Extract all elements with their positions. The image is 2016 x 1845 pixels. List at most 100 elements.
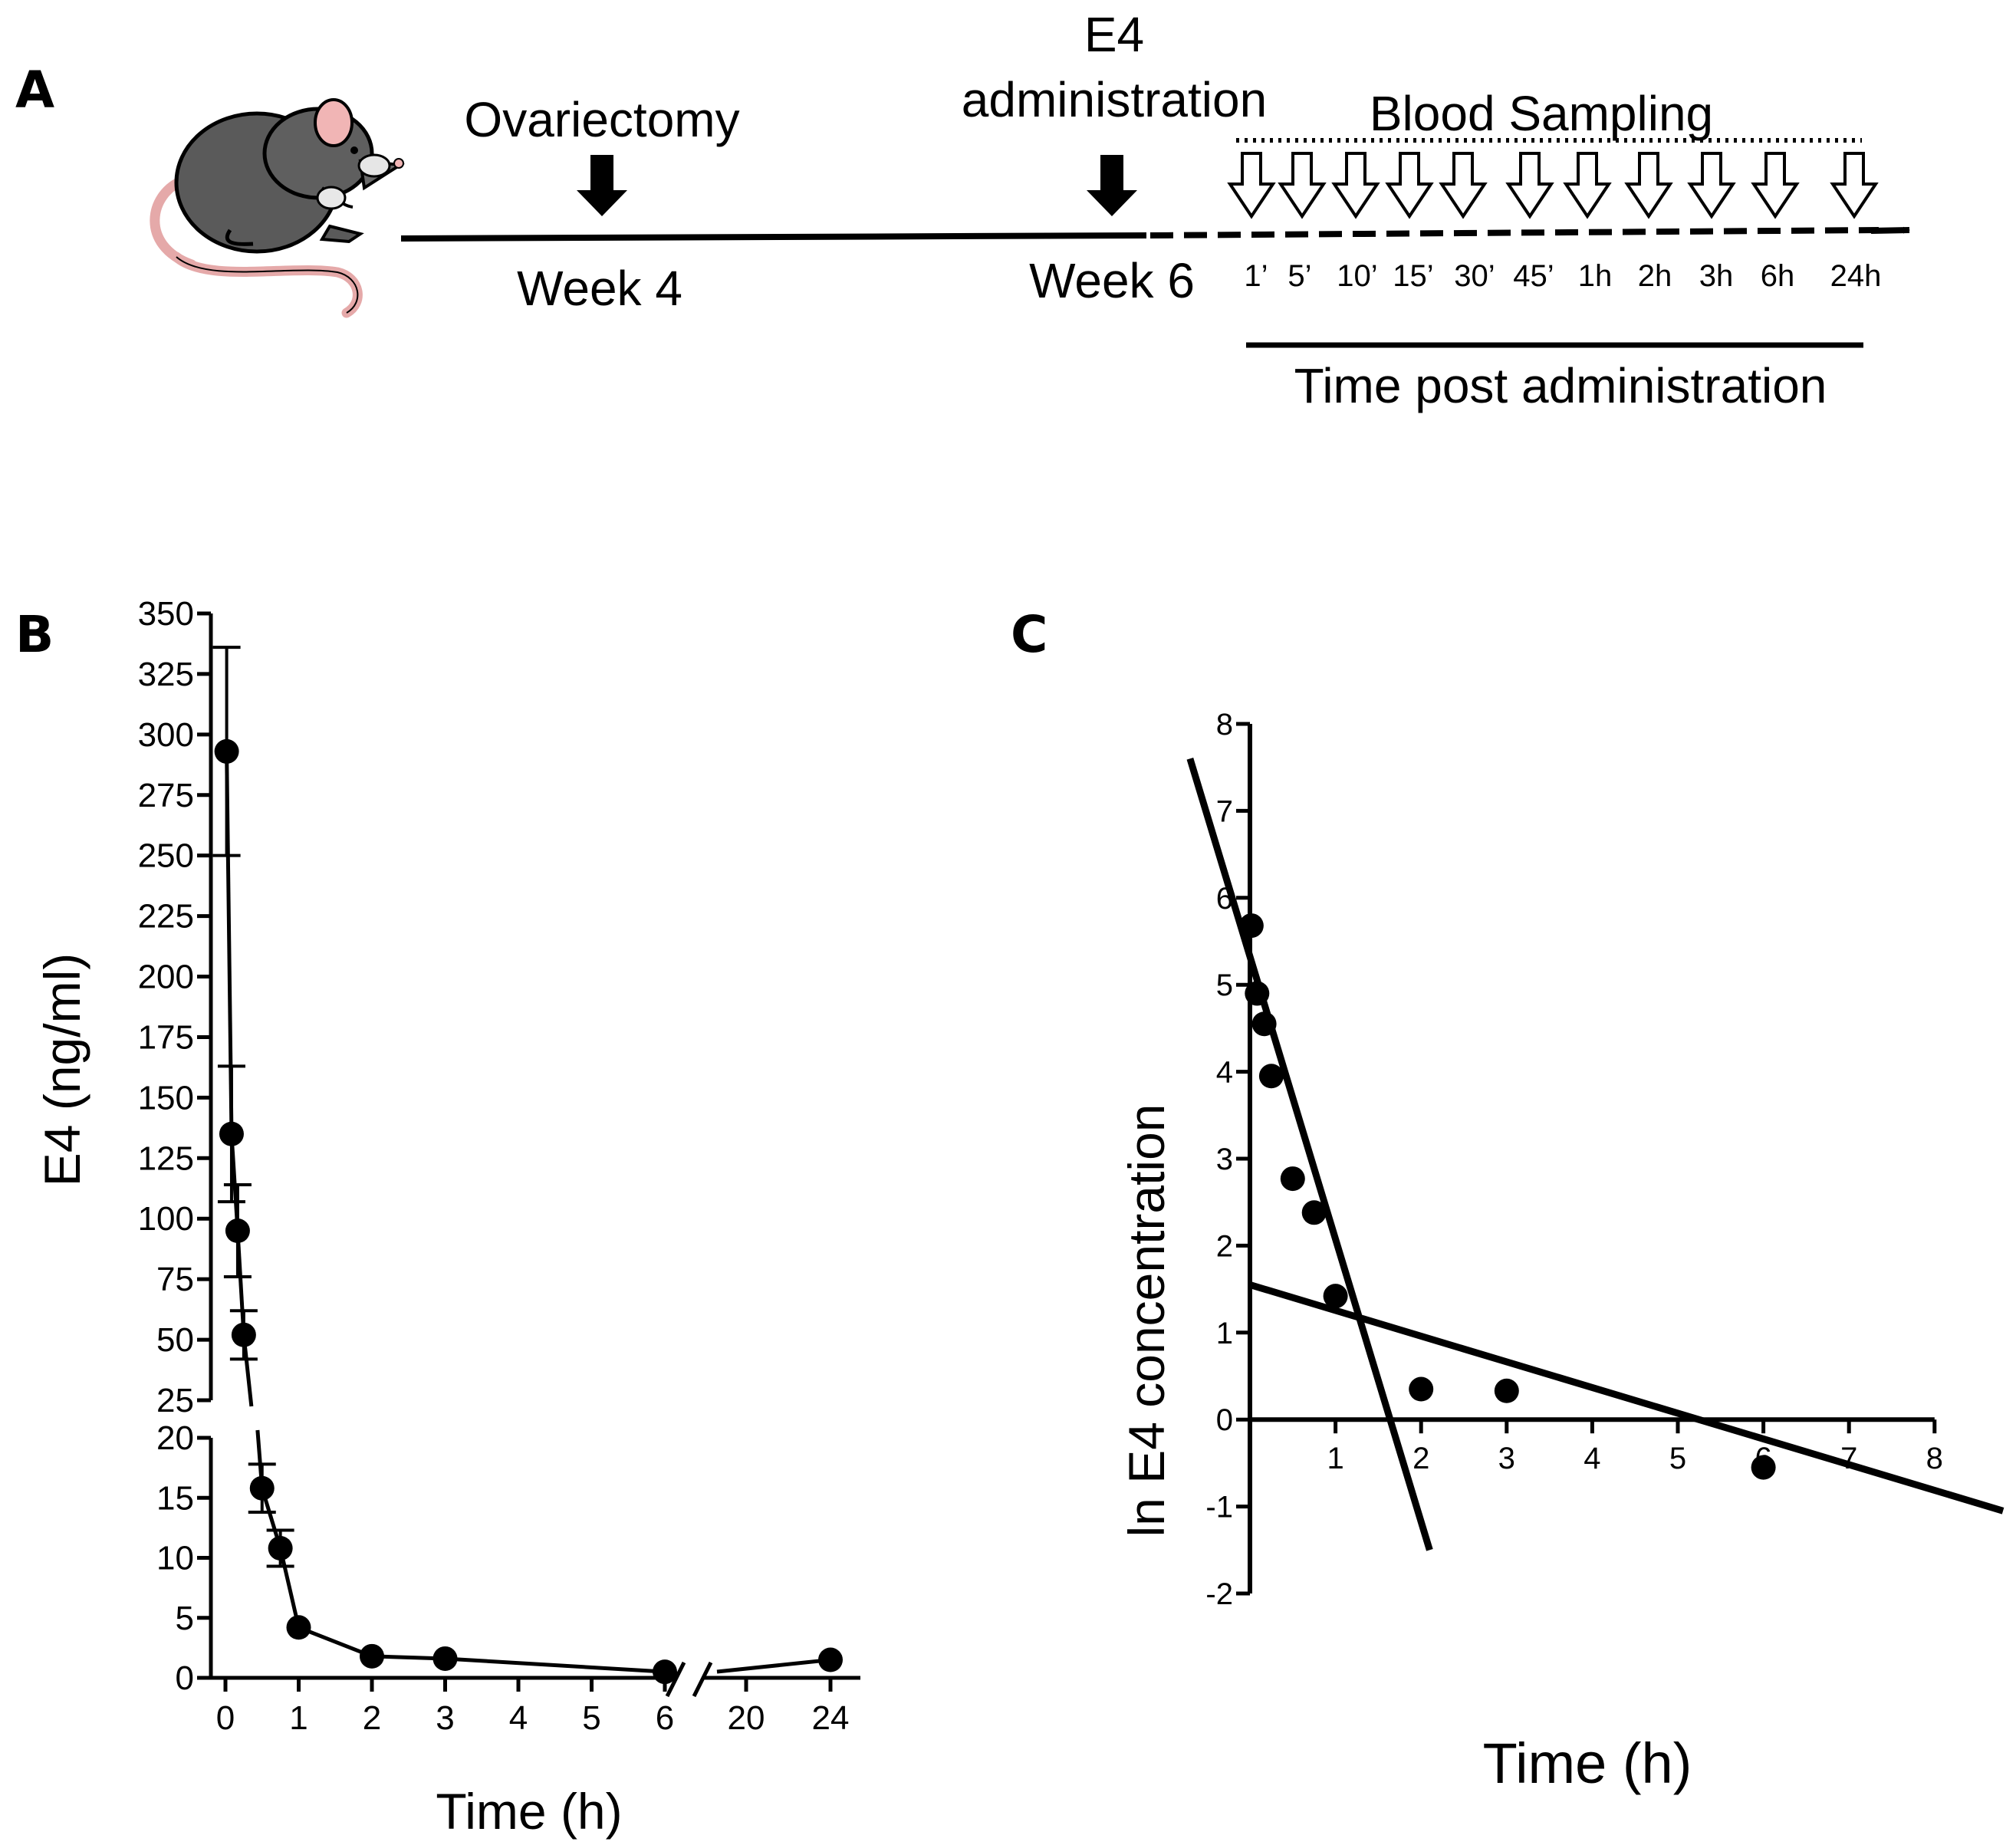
chart-b-x-axis-title: Time (h) [436,1783,622,1840]
chart-c-data-point [1409,1376,1434,1402]
panel-label-b: B [15,605,54,664]
sample-time-label: 1’ [1244,259,1268,293]
sample-arrow-icon [1331,152,1380,219]
sample-time-label: 1h [1578,259,1613,293]
chart-c-y-tick-label: 5 [1216,969,1233,1002]
administration-arrow-icon [1087,155,1137,216]
panel-c: C ln E4 concentration Time (h) -2 -1 0 1 2 3 4… [1011,605,2004,1795]
chart-b-axes [209,613,860,1698]
sample-time-label: 10’ [1337,259,1377,293]
chart-b-y-tick-label: 125 [138,1140,194,1177]
chart-b-line-segment [445,1656,666,1674]
chart-b-y-axis-title: E4 (ng/ml) [34,953,90,1186]
chart-c-x-axis-title: Time (h) [1483,1732,1692,1795]
chart-b-data-point [286,1615,311,1640]
chart-b-y-tick-label: 5 [176,1600,194,1637]
chart-b-y-tick-label: 0 [176,1659,194,1697]
chart-b-data-point [231,1322,256,1347]
chart-c-x-tick-label: 5 [1669,1442,1686,1475]
chart-b-line-segment [278,1547,301,1628]
week4-label: Week 4 [517,261,682,316]
panel-label-a: A [15,61,54,120]
sample-time-label: 15’ [1393,259,1433,293]
chart-b-line-segment [298,1625,373,1659]
chart-b-x-tick-label: 3 [436,1699,454,1737]
chart-b-data-point [818,1647,843,1672]
chart-c-ticks: -2-101234567812345678 [1205,708,1943,1611]
chart-b-data-point [214,738,239,764]
chart-b-x-tick-label: 2 [363,1699,381,1737]
sample-arrows [1227,152,1879,219]
chart-c-y-tick-label: 4 [1216,1056,1233,1090]
chart-c-y-tick-label: 2 [1216,1229,1233,1263]
chart-b-y-tick-label: 250 [138,837,194,875]
sample-arrow-icon [1505,152,1554,219]
chart-c-y-tick-label: 7 [1216,794,1233,828]
chart-b-y-tick-label: 75 [156,1261,194,1298]
chart-c-data-point [1280,1166,1305,1192]
ovariectomy-label: Ovariectomy [464,92,739,147]
sample-arrow-icon [1385,152,1434,219]
ovariectomy-arrow-icon [577,155,627,216]
chart-c-fit-lines [1186,758,2004,1551]
chart-b-y-tick-label: 275 [138,777,194,814]
panel-a: A Ovariectomy Week 4 E4 administration W… [15,7,1910,413]
sample-arrow-icon [1278,152,1327,219]
chart-b-y-tick-label: 25 [156,1382,194,1419]
chart-c-x-tick-label: 8 [1926,1442,1943,1475]
week6-label: Week 6 [1029,253,1195,308]
chart-c-data-point [1258,1064,1284,1089]
chart-b-x-axis-break-mark [665,1661,686,1698]
chart-b-y-tick-label: 10 [156,1540,194,1577]
chart-b-y-tick-label: 20 [156,1419,194,1457]
chart-b-x-tick-label: 4 [509,1699,528,1737]
sample-arrow-icon [1624,152,1673,219]
chart-b-y-tick-label: 350 [138,595,194,633]
sample-time-label: 24h [1830,259,1882,293]
chart-b-data-points [214,738,843,1685]
chart-b-x-tick-label: 0 [216,1699,235,1737]
sample-arrow-icon [1830,152,1879,219]
chart-c-y-tick-label: -2 [1205,1577,1233,1611]
sample-time-labels: 1’ 5’ 10’ 15’ 30’ 45’ 1h 2h 3h 6h 24h [1244,259,1881,293]
time-post-administration-label: Time post administration [1294,358,1827,413]
chart-c-y-tick-label: -1 [1205,1491,1233,1524]
chart-c-y-tick-label: 8 [1216,708,1233,742]
chart-c-data-point [1494,1378,1519,1403]
chart-c-data-points [1238,913,1776,1480]
chart-b-x-tick-label: 5 [582,1699,600,1737]
chart-c-y-tick-label: 1 [1216,1317,1233,1350]
pre-treatment-timeline [400,232,1147,242]
e4-label: E4 [1084,7,1144,62]
mouse-icon [150,98,405,318]
sample-time-label: 45’ [1513,259,1554,293]
chart-b-y-tick-label: 50 [156,1321,194,1359]
chart-c-x-tick-label: 7 [1840,1442,1857,1475]
blood-sampling-label: Blood Sampling [1370,86,1713,141]
chart-c-y-axis-title: ln E4 concentration [1118,1103,1175,1537]
chart-b-data-point [360,1643,384,1669]
chart-b-data-point [219,1121,244,1146]
chart-c-x-tick-label: 1 [1327,1442,1343,1475]
sample-arrow-icon [1563,152,1612,219]
chart-b-data-point [653,1659,677,1685]
chart-c-data-point [1751,1455,1776,1480]
chart-b-y-tick-label: 15 [156,1479,194,1517]
sample-time-label: 2h [1638,259,1672,293]
sample-arrow-icon [1687,152,1736,219]
timeline-arrowhead-icon [1870,226,1910,234]
chart-b-data-point [432,1646,458,1671]
chart-b-x-tick-label: 20 [728,1699,765,1737]
chart-b-error-bars [212,646,294,1568]
sample-arrow-icon [1439,152,1488,219]
chart-b-x-tick-label: 24 [812,1699,850,1737]
chart-c-data-point [1301,1200,1327,1225]
chart-b-ticks: 0510152025507510012515017520022525027530… [138,595,850,1737]
chart-c-x-tick-label: 4 [1584,1442,1600,1475]
chart-c-fit-line [1186,758,1433,1551]
chart-b-x-tick-label: 6 [656,1699,674,1737]
sample-arrow-icon [1227,152,1276,219]
sample-time-label: 30’ [1454,259,1495,293]
panel-b: B E4 (ng/ml) Time (h) 051015202550751001… [15,595,860,1840]
chart-c-y-tick-label: 3 [1216,1143,1233,1176]
